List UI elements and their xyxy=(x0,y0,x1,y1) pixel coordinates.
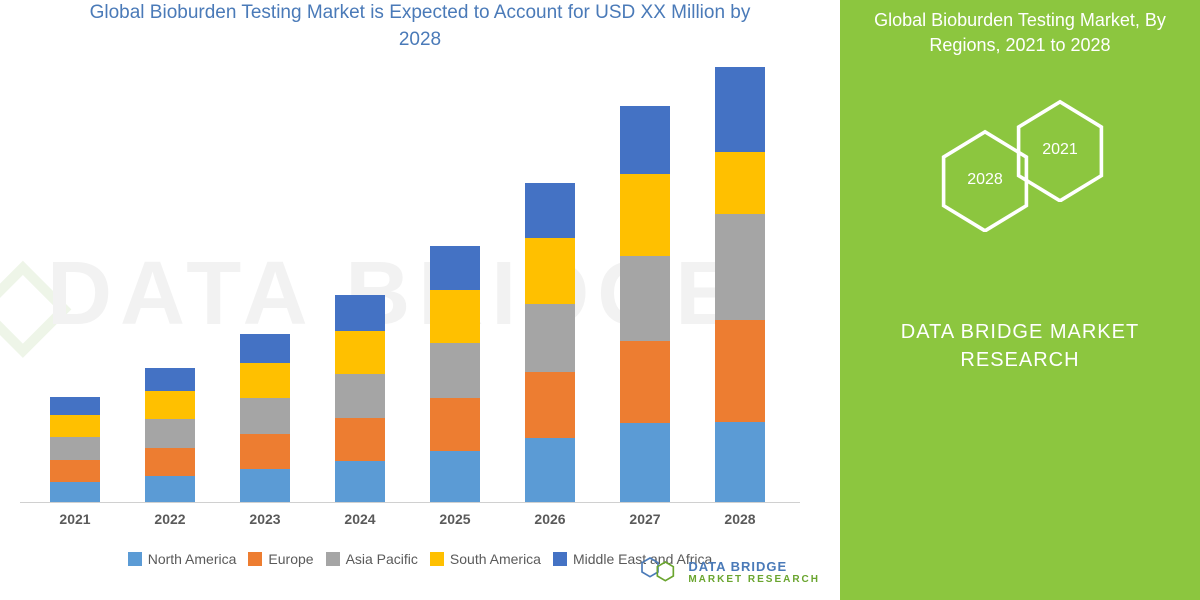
bar-2025 xyxy=(430,246,480,502)
segment xyxy=(240,398,290,434)
right-panel-title: Global Bioburden Testing Market, By Regi… xyxy=(840,0,1200,58)
segment xyxy=(145,476,195,502)
hexagon-label: 2028 xyxy=(967,171,1003,189)
x-axis-label: 2027 xyxy=(615,511,675,527)
segment xyxy=(525,438,575,502)
segment xyxy=(430,398,480,451)
segment xyxy=(335,331,385,374)
logo-line-2: MARKET RESEARCH xyxy=(688,574,820,585)
brand-line-1: DATA BRIDGE MARKET xyxy=(840,318,1200,346)
chart-panel: Global Bioburden Testing Market is Expec… xyxy=(20,0,820,600)
legend-item: North America xyxy=(128,551,237,567)
logo-text: DATA BRIDGE MARKET RESEARCH xyxy=(688,560,820,585)
legend-label: Europe xyxy=(268,551,313,567)
segment xyxy=(430,290,480,343)
segment xyxy=(715,152,765,214)
segment xyxy=(240,434,290,469)
bar-2026 xyxy=(525,183,575,502)
segment xyxy=(525,304,575,372)
segment xyxy=(620,256,670,341)
segment xyxy=(335,374,385,418)
x-axis-label: 2021 xyxy=(45,511,105,527)
segment xyxy=(50,415,100,437)
chart-title: Global Bioburden Testing Market is Expec… xyxy=(20,0,820,53)
legend-item: Europe xyxy=(248,551,313,567)
segment xyxy=(525,183,575,238)
brand-text: DATA BRIDGE MARKET RESEARCH xyxy=(840,318,1200,374)
brand-line-2: RESEARCH xyxy=(840,346,1200,374)
bar-2024 xyxy=(335,295,385,502)
segment xyxy=(715,422,765,502)
segment xyxy=(620,106,670,174)
legend-label: South America xyxy=(450,551,541,567)
hexagon-label: 2021 xyxy=(1042,141,1078,159)
hexagon-2021: 2021 xyxy=(1015,98,1105,202)
segment xyxy=(240,363,290,398)
bar-2028 xyxy=(715,67,765,502)
segment xyxy=(240,334,290,363)
segment xyxy=(715,67,765,152)
legend-label: North America xyxy=(148,551,237,567)
segment xyxy=(240,469,290,502)
segment xyxy=(715,320,765,422)
legend-swatch xyxy=(128,552,142,566)
segment xyxy=(50,397,100,415)
logo-line-1: DATA BRIDGE xyxy=(688,560,820,574)
segment xyxy=(715,214,765,320)
x-axis-label: 2028 xyxy=(710,511,770,527)
logo-icon xyxy=(640,555,680,590)
segment xyxy=(145,448,195,476)
segment xyxy=(430,246,480,290)
segment xyxy=(620,341,670,423)
segment xyxy=(50,437,100,460)
segment xyxy=(620,174,670,256)
segment xyxy=(525,238,575,304)
segment xyxy=(50,460,100,482)
bar-2022 xyxy=(145,368,195,502)
segment xyxy=(430,451,480,502)
segment xyxy=(145,391,195,419)
bar-2021 xyxy=(50,397,100,502)
hexagon-container: 2028 2021 xyxy=(840,98,1200,298)
bar-2023 xyxy=(240,334,290,502)
segment xyxy=(145,368,195,391)
segment xyxy=(50,482,100,502)
chart-plot-area xyxy=(20,73,800,503)
footer-logo: DATA BRIDGE MARKET RESEARCH xyxy=(640,555,820,590)
legend-item: South America xyxy=(430,551,541,567)
segment xyxy=(145,419,195,448)
bar-2027 xyxy=(620,106,670,502)
x-axis-label: 2024 xyxy=(330,511,390,527)
segment xyxy=(620,423,670,502)
segment xyxy=(335,461,385,502)
legend-swatch xyxy=(326,552,340,566)
segment xyxy=(335,418,385,461)
segment xyxy=(335,295,385,331)
legend-swatch xyxy=(430,552,444,566)
x-axis-label: 2026 xyxy=(520,511,580,527)
right-panel: Global Bioburden Testing Market, By Regi… xyxy=(840,0,1200,600)
x-axis-label: 2022 xyxy=(140,511,200,527)
x-axis-label: 2025 xyxy=(425,511,485,527)
segment xyxy=(525,372,575,438)
legend-label: Asia Pacific xyxy=(346,551,418,567)
legend-item: Asia Pacific xyxy=(326,551,418,567)
legend-swatch xyxy=(248,552,262,566)
x-axis-label: 2023 xyxy=(235,511,295,527)
legend-swatch xyxy=(553,552,567,566)
segment xyxy=(430,343,480,398)
